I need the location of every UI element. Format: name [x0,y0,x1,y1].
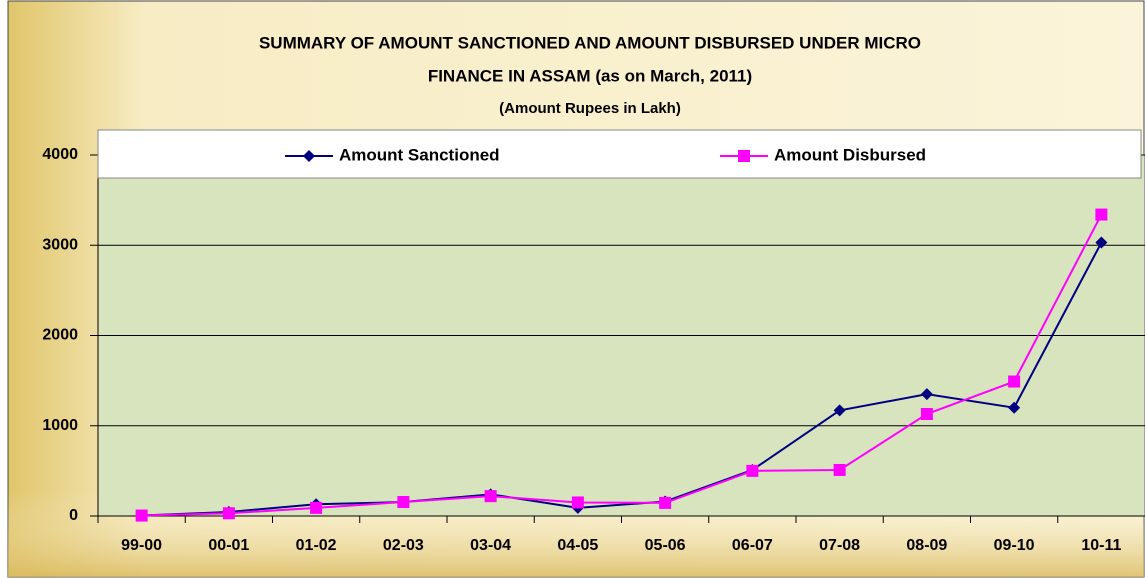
chart-subtitle: (Amount Rupees in Lakh) [499,100,681,117]
x-tick-label: 99-00 [121,537,162,554]
x-tick-label: 00-01 [208,537,249,554]
legend [97,129,1142,179]
x-tick-label: 04-05 [557,537,598,554]
marker [571,496,584,509]
chart-title: SUMMARY OF AMOUNT SANCTIONED AND AMOUNT … [259,33,921,52]
x-tick-label: 07-08 [819,537,860,554]
legend-marker [303,150,315,162]
marker [397,496,410,509]
marker [833,404,846,417]
marker [222,507,235,520]
marker [1095,236,1108,249]
y-tick-label: 3000 [42,236,78,253]
legend-label: Amount Sanctioned [339,145,500,164]
y-tick-label: 0 [69,507,78,524]
marker [746,464,759,477]
x-tick-label: 05-06 [645,537,686,554]
marker [1008,401,1021,414]
series-line [141,214,1103,517]
y-tick-label: 4000 [42,146,78,163]
marker [135,509,148,522]
x-tick-label: 01-02 [296,537,337,554]
x-tick-label: 08-09 [906,537,947,554]
y-tick-label: 2000 [42,327,78,344]
marker [1008,375,1021,388]
x-tick-label: 03-04 [470,537,511,554]
x-tick-label: 06-07 [732,537,773,554]
x-tick-label: 02-03 [383,537,424,554]
chart-title: FINANCE IN ASSAM (as on March, 2011) [428,66,752,85]
series-line [141,242,1103,517]
marker [484,490,497,503]
legend-label: Amount Disbursed [774,145,926,164]
marker [1095,208,1108,221]
marker [659,496,672,509]
marker [920,408,933,421]
legend-marker [738,150,750,162]
marker [920,388,933,401]
marker [310,501,323,514]
marker [833,463,846,476]
x-tick-label: 10-11 [1081,537,1121,554]
x-tick-label: 09-10 [994,537,1035,554]
y-tick-label: 1000 [42,417,78,434]
